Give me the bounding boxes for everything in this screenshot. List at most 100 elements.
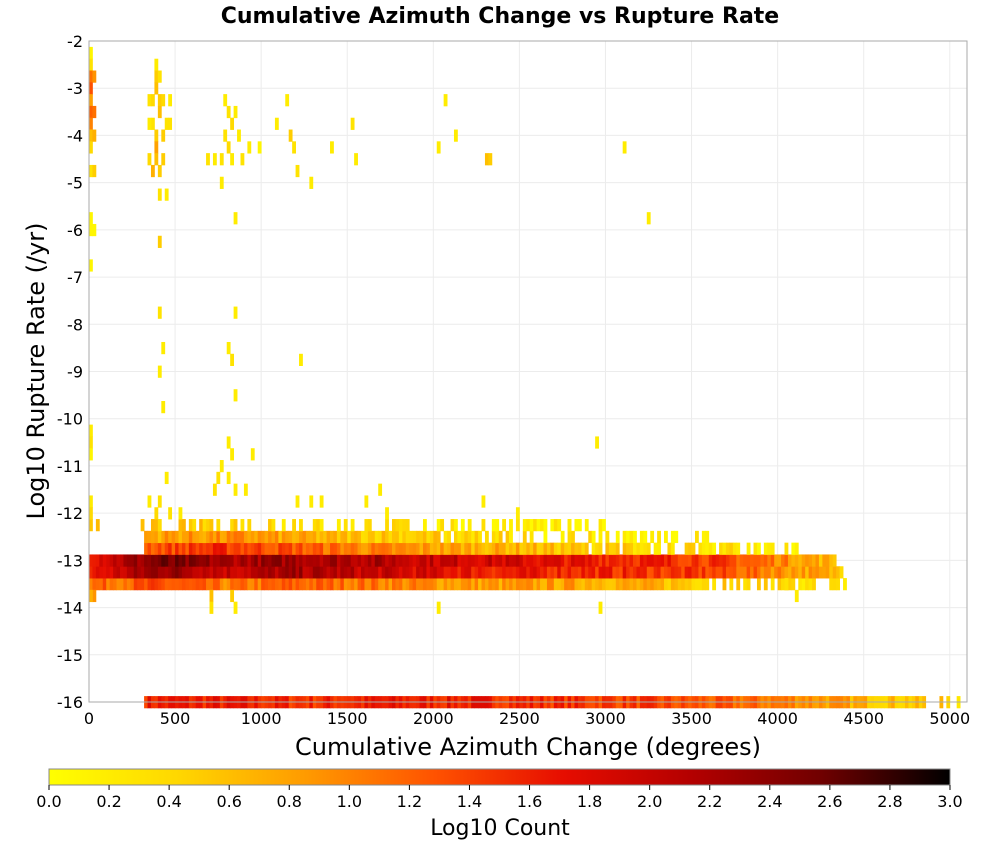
heatmap-cell bbox=[429, 530, 434, 544]
heatmap-cell bbox=[571, 578, 575, 591]
heatmap-cell bbox=[522, 578, 527, 591]
heatmap-cell bbox=[426, 554, 431, 567]
heatmap-cell bbox=[140, 554, 145, 567]
heatmap-cell bbox=[453, 542, 458, 555]
heatmap-cell bbox=[175, 578, 179, 591]
heatmap-cell bbox=[577, 554, 582, 567]
heatmap-cell bbox=[471, 566, 476, 579]
heatmap-cell bbox=[546, 566, 551, 579]
heatmap-cell bbox=[395, 554, 400, 567]
heatmap-cell bbox=[763, 554, 768, 567]
heatmap-cell bbox=[89, 519, 93, 532]
heatmap-cell bbox=[495, 566, 500, 579]
heatmap-cell bbox=[343, 542, 348, 555]
heatmap-cell bbox=[725, 566, 730, 579]
heatmap-cell bbox=[808, 554, 813, 567]
heatmap-cell bbox=[670, 542, 675, 555]
heatmap-cell bbox=[550, 578, 555, 591]
heatmap-cell bbox=[657, 530, 661, 544]
heatmap-cell bbox=[784, 578, 789, 591]
heatmap-cell bbox=[495, 554, 500, 567]
heatmap-cell bbox=[719, 554, 723, 567]
heatmap-cell bbox=[708, 566, 713, 579]
heatmap-cell bbox=[509, 554, 513, 567]
heatmap-cell bbox=[92, 554, 97, 567]
heatmap-cell bbox=[550, 566, 555, 579]
heatmap-cell bbox=[212, 530, 217, 544]
heatmap-cell bbox=[309, 542, 314, 555]
heatmap-cell bbox=[536, 519, 541, 532]
heatmap-cell bbox=[457, 566, 462, 579]
heatmap-cell bbox=[285, 542, 290, 555]
heatmap-cell bbox=[391, 530, 396, 544]
heatmap-cell bbox=[460, 519, 465, 532]
heatmap-cell bbox=[157, 105, 162, 119]
heatmap-cell bbox=[805, 566, 810, 579]
heatmap-cell bbox=[247, 554, 252, 567]
heatmap-cell bbox=[670, 566, 675, 579]
heatmap-cell bbox=[350, 117, 355, 130]
heatmap-cell bbox=[622, 141, 627, 154]
heatmap-cell bbox=[560, 566, 565, 579]
heatmap-cell bbox=[715, 554, 720, 567]
heatmap-cell bbox=[130, 578, 135, 591]
heatmap-cell bbox=[533, 566, 538, 579]
heatmap-cell bbox=[216, 530, 221, 544]
heatmap-cell bbox=[557, 578, 562, 591]
heatmap-cell bbox=[147, 542, 152, 555]
heatmap-cell bbox=[157, 578, 162, 591]
heatmap-cell bbox=[722, 554, 727, 567]
heatmap-cell bbox=[577, 566, 582, 579]
heatmap-cell bbox=[154, 70, 159, 83]
heatmap-cell bbox=[622, 530, 627, 544]
colorbar-tick-label: 2.8 bbox=[877, 792, 902, 811]
heatmap-cell bbox=[829, 566, 834, 579]
heatmap-cell bbox=[729, 578, 734, 591]
heatmap-cell bbox=[801, 566, 806, 579]
heatmap-cell bbox=[89, 223, 93, 237]
heatmap-cell bbox=[581, 542, 586, 555]
heatmap-cell bbox=[491, 519, 496, 532]
heatmap-cell bbox=[791, 566, 796, 579]
heatmap-cell bbox=[350, 566, 355, 579]
heatmap-cell bbox=[805, 578, 810, 591]
heatmap-cell bbox=[164, 471, 169, 485]
heatmap-cell bbox=[550, 542, 555, 555]
heatmap-cell bbox=[257, 530, 262, 544]
heatmap-cell bbox=[588, 554, 593, 567]
heatmap-cell bbox=[529, 554, 534, 567]
heatmap-cell bbox=[223, 129, 228, 142]
heatmap-cell bbox=[416, 554, 420, 567]
heatmap-cell bbox=[233, 542, 238, 555]
heatmap-cell bbox=[471, 530, 476, 544]
heatmap-cell bbox=[274, 554, 279, 567]
heatmap-cell bbox=[330, 542, 334, 555]
heatmap-cell bbox=[526, 519, 531, 532]
heatmap-cell bbox=[543, 530, 548, 544]
heatmap-cell bbox=[333, 554, 338, 567]
heatmap-cell bbox=[89, 46, 93, 60]
heatmap-cell bbox=[633, 554, 637, 567]
heatmap-cell bbox=[498, 530, 503, 544]
colorbar-tick-label: 0.4 bbox=[156, 792, 181, 811]
heatmap-cell bbox=[106, 554, 111, 567]
heatmap-cell bbox=[381, 578, 386, 591]
heatmap-cell bbox=[102, 566, 107, 579]
x-axis-title: Cumulative Azimuth Change (degrees) bbox=[295, 733, 761, 761]
heatmap-cell bbox=[195, 554, 200, 567]
heatmap-cell bbox=[450, 578, 455, 591]
heatmap-cell bbox=[216, 542, 221, 555]
heatmap-cell bbox=[732, 542, 737, 555]
heatmap-cell bbox=[237, 542, 241, 555]
y-tick-label: -15 bbox=[57, 646, 83, 665]
heatmap-cells bbox=[89, 46, 961, 709]
heatmap-cell bbox=[409, 554, 414, 567]
heatmap-cell bbox=[361, 542, 365, 555]
heatmap-cell bbox=[209, 589, 214, 603]
heatmap-cell bbox=[564, 566, 568, 579]
heatmap-cell bbox=[92, 223, 97, 237]
heatmap-cell bbox=[299, 554, 303, 567]
heatmap-cell bbox=[756, 578, 761, 591]
heatmap-cell bbox=[818, 566, 823, 579]
heatmap-cell bbox=[206, 153, 210, 166]
